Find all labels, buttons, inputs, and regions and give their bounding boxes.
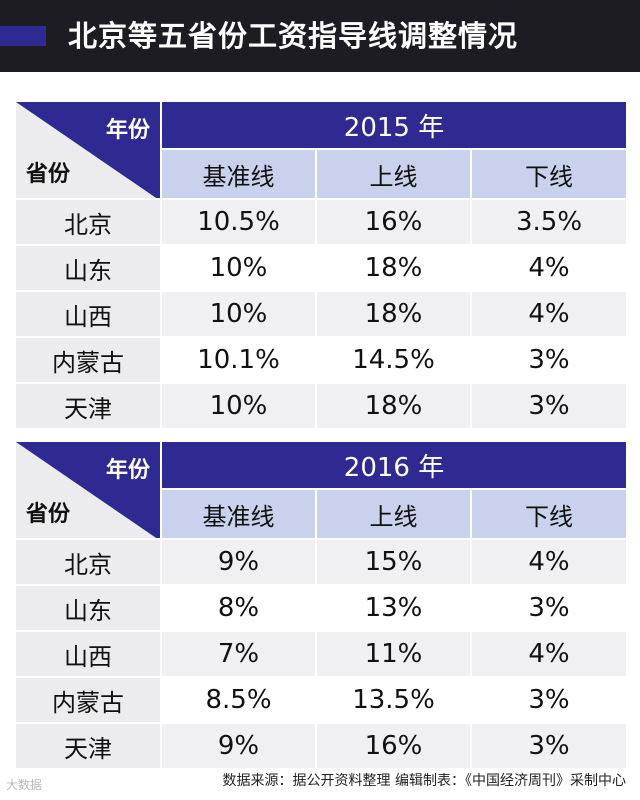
corner-province-label: 省份	[26, 502, 71, 527]
lower-value: 4%	[469, 630, 629, 678]
upper-value: 18%	[315, 244, 472, 292]
column-header-baseline: 基准线	[160, 148, 317, 200]
table-row: 北京 10.5% 16% 3.5%	[14, 198, 629, 246]
baseline-value: 10.5%	[160, 198, 317, 246]
baseline-value: 8%	[160, 584, 317, 632]
baseline-value: 10%	[160, 290, 317, 338]
year-header: 2015 年	[159, 100, 629, 150]
wage-table-2016: 年份 省份 2016 年 基准线 上线 下线 北京 9% 15% 4% 山东 8…	[14, 440, 629, 770]
province-label: 山东	[14, 584, 162, 632]
lower-value: 3%	[469, 382, 629, 430]
title-accent-bar	[0, 26, 46, 46]
lower-value: 4%	[469, 244, 629, 292]
corner-year-label: 年份	[105, 458, 150, 483]
table-row: 山东 10% 18% 4%	[14, 244, 629, 292]
table-row: 山东 8% 13% 3%	[14, 584, 629, 632]
province-label: 北京	[14, 538, 162, 586]
baseline-value: 7%	[160, 630, 317, 678]
table-corner-header: 年份 省份	[14, 440, 162, 540]
lower-value: 3%	[469, 336, 629, 384]
column-header-baseline: 基准线	[160, 488, 317, 540]
lower-value: 3.5%	[469, 198, 629, 246]
table-row: 北京 9% 15% 4%	[14, 538, 629, 586]
lower-value: 4%	[469, 290, 629, 338]
corner-diagonal	[17, 443, 159, 537]
title-bar: 北京等五省份工资指导线调整情况	[0, 0, 640, 72]
upper-value: 13.5%	[315, 676, 472, 724]
table-row: 山西 10% 18% 4%	[14, 290, 629, 338]
baseline-value: 10.1%	[160, 336, 317, 384]
table-row: 内蒙古 8.5% 13.5% 3%	[14, 676, 629, 724]
page-title: 北京等五省份工资指导线调整情况	[68, 19, 519, 53]
province-label: 天津	[14, 722, 162, 770]
corner-province-label: 省份	[26, 162, 71, 187]
province-label: 山东	[14, 244, 162, 292]
upper-value: 13%	[315, 584, 472, 632]
upper-value: 16%	[315, 722, 472, 770]
province-label: 天津	[14, 382, 162, 430]
source-note: 数据来源：据公开资料整理 编辑制表：《中国经济周刊》采制中心	[222, 773, 626, 789]
table-corner-header: 年份 省份	[14, 100, 162, 200]
province-label: 内蒙古	[14, 336, 162, 384]
baseline-value: 10%	[160, 244, 317, 292]
baseline-value: 8.5%	[160, 676, 317, 724]
baseline-value: 9%	[160, 722, 317, 770]
upper-value: 14.5%	[315, 336, 472, 384]
province-label: 北京	[14, 198, 162, 246]
column-header-lower: 下线	[469, 148, 629, 200]
upper-value: 15%	[315, 538, 472, 586]
lower-value: 4%	[469, 538, 629, 586]
corner-diagonal	[17, 103, 159, 197]
year-header: 2016 年	[159, 440, 629, 490]
province-label: 内蒙古	[14, 676, 162, 724]
column-header-upper: 上线	[315, 148, 472, 200]
upper-value: 11%	[315, 630, 472, 678]
baseline-value: 9%	[160, 538, 317, 586]
column-header-lower: 下线	[469, 488, 629, 540]
table-row: 山西 7% 11% 4%	[14, 630, 629, 678]
corner-year-label: 年份	[105, 118, 150, 143]
lower-value: 3%	[469, 676, 629, 724]
wage-table-2015: 年份 省份 2015 年 基准线 上线 下线 北京 10.5% 16% 3.5%…	[14, 100, 629, 430]
table-row: 天津 9% 16% 3%	[14, 722, 629, 770]
table-row: 内蒙古 10.1% 14.5% 3%	[14, 336, 629, 384]
upper-value: 16%	[315, 198, 472, 246]
lower-value: 3%	[469, 722, 629, 770]
column-header-upper: 上线	[315, 488, 472, 540]
table-row: 天津 10% 18% 3%	[14, 382, 629, 430]
baseline-value: 10%	[160, 382, 317, 430]
upper-value: 18%	[315, 382, 472, 430]
watermark: 大数据	[6, 778, 43, 792]
lower-value: 3%	[469, 584, 629, 632]
province-label: 山西	[14, 630, 162, 678]
upper-value: 18%	[315, 290, 472, 338]
province-label: 山西	[14, 290, 162, 338]
